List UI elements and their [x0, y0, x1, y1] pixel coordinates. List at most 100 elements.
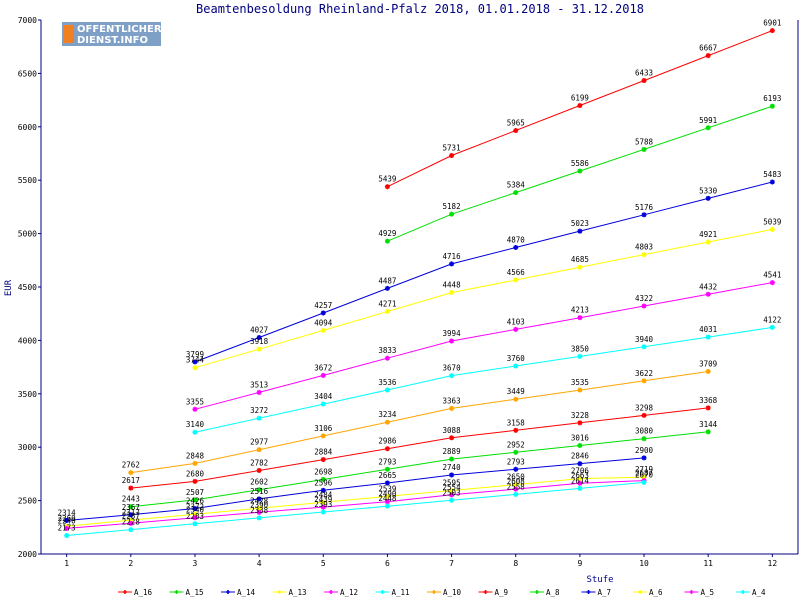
series-a-14 — [192, 179, 775, 365]
data-point — [128, 504, 134, 510]
logo: OFFENTLICHER DIENST.INFO — [62, 22, 162, 46]
legend-item: A_6 — [633, 588, 663, 597]
data-label: 4031 — [699, 325, 717, 334]
data-label: 3535 — [571, 378, 589, 387]
data-point — [641, 479, 647, 485]
axes-layer: 2000 2500 3000 3500 4000 4500 5000 5500 6000 6500… — [18, 16, 778, 568]
data-point — [384, 499, 390, 505]
data-point — [192, 521, 198, 527]
data-point — [577, 353, 583, 359]
data-label: 4541 — [763, 271, 781, 280]
data-point — [577, 103, 583, 109]
data-point — [449, 492, 455, 498]
series-a-11 — [192, 324, 775, 435]
data-point — [449, 261, 455, 267]
data-point — [449, 373, 455, 379]
data-point — [384, 446, 390, 452]
data-point — [769, 226, 775, 232]
data-point — [705, 334, 711, 340]
data-point — [384, 355, 390, 361]
legend-swatch-marker — [329, 590, 333, 594]
data-point — [641, 344, 647, 350]
data-label: 2240 — [58, 516, 77, 525]
data-point — [449, 487, 455, 493]
data-label: 5384 — [507, 181, 526, 190]
legend-item: A_4 — [736, 588, 766, 597]
data-label: 5788 — [635, 137, 654, 146]
data-point — [577, 264, 583, 270]
data-point — [705, 291, 711, 297]
x-tick-label: 9 — [577, 559, 582, 568]
data-label: 2317 — [122, 508, 140, 517]
data-label: 2173 — [58, 524, 76, 533]
data-label: 6901 — [763, 19, 781, 28]
series-line — [66, 480, 645, 529]
y-tick-label: 3500 — [18, 390, 37, 399]
data-labels-layer: 5439 5731 5965 6199 6433 6667 6901 4929 5182 5384… — [58, 19, 782, 533]
data-point — [577, 228, 583, 234]
data-point — [128, 470, 134, 476]
data-label: 3016 — [571, 433, 590, 442]
data-point — [449, 153, 455, 159]
data-label: 5023 — [571, 219, 589, 228]
data-label: 2503 — [443, 488, 461, 497]
data-label: 4566 — [507, 268, 526, 277]
y-tick-label: 4000 — [18, 336, 37, 345]
legend-label: A_9 — [495, 588, 509, 597]
data-label: 5176 — [635, 203, 654, 212]
data-point — [513, 190, 519, 196]
data-point — [513, 491, 519, 497]
data-point — [769, 28, 775, 34]
y-tick-label: 6500 — [18, 69, 37, 78]
data-point — [449, 338, 455, 344]
data-label: 2884 — [314, 448, 333, 457]
data-label: 2287 — [122, 511, 140, 520]
data-label: 3850 — [571, 344, 590, 353]
series-a-15 — [384, 103, 775, 244]
data-point — [64, 525, 70, 531]
data-label: 2602 — [250, 478, 268, 487]
data-point — [449, 405, 455, 411]
data-label: 2793 — [378, 457, 396, 466]
data-point — [769, 103, 775, 109]
data-point — [320, 457, 326, 463]
y-tick-label: 5000 — [18, 230, 37, 239]
data-label: 3144 — [699, 420, 718, 429]
data-label: 2706 — [571, 467, 590, 476]
series-a-4 — [64, 479, 647, 539]
data-label: 2372 — [186, 502, 204, 511]
legend: A_16 A_15 A_14 A_13 A_12 A_11 A_10 A_9 A_8 A_7 A_6… — [118, 588, 766, 597]
data-point — [705, 53, 711, 59]
x-axis-title: Stufe — [586, 575, 613, 585]
legend-label: A_12 — [340, 588, 358, 597]
legend-swatch-marker — [123, 590, 127, 594]
series-line — [66, 457, 645, 521]
data-label: 3918 — [250, 337, 269, 346]
data-point — [256, 487, 262, 493]
data-point — [320, 504, 326, 510]
legend-swatch-marker — [535, 590, 539, 594]
legend-item: A_9 — [478, 588, 509, 597]
data-label: 2698 — [314, 467, 333, 476]
data-point — [192, 511, 198, 517]
data-label: 2762 — [122, 461, 140, 470]
data-label: 4803 — [635, 243, 653, 252]
data-point — [449, 211, 455, 217]
data-label: 3513 — [250, 380, 268, 389]
series-line — [194, 228, 773, 369]
x-tick-label: 7 — [449, 559, 454, 568]
data-point — [641, 146, 647, 152]
data-label: 3158 — [507, 418, 526, 427]
data-point — [513, 466, 519, 472]
legend-label: A_15 — [186, 588, 204, 597]
data-point — [577, 420, 583, 426]
data-label: 2516 — [250, 487, 269, 496]
data-label: 3140 — [186, 420, 205, 429]
data-point — [320, 433, 326, 439]
data-label: 2977 — [250, 438, 268, 447]
legend-swatch-marker — [226, 590, 230, 594]
data-label: 5965 — [507, 119, 525, 128]
y-tick-label: 6000 — [18, 123, 37, 132]
data-point — [577, 387, 583, 393]
data-label: 2670 — [635, 470, 654, 479]
